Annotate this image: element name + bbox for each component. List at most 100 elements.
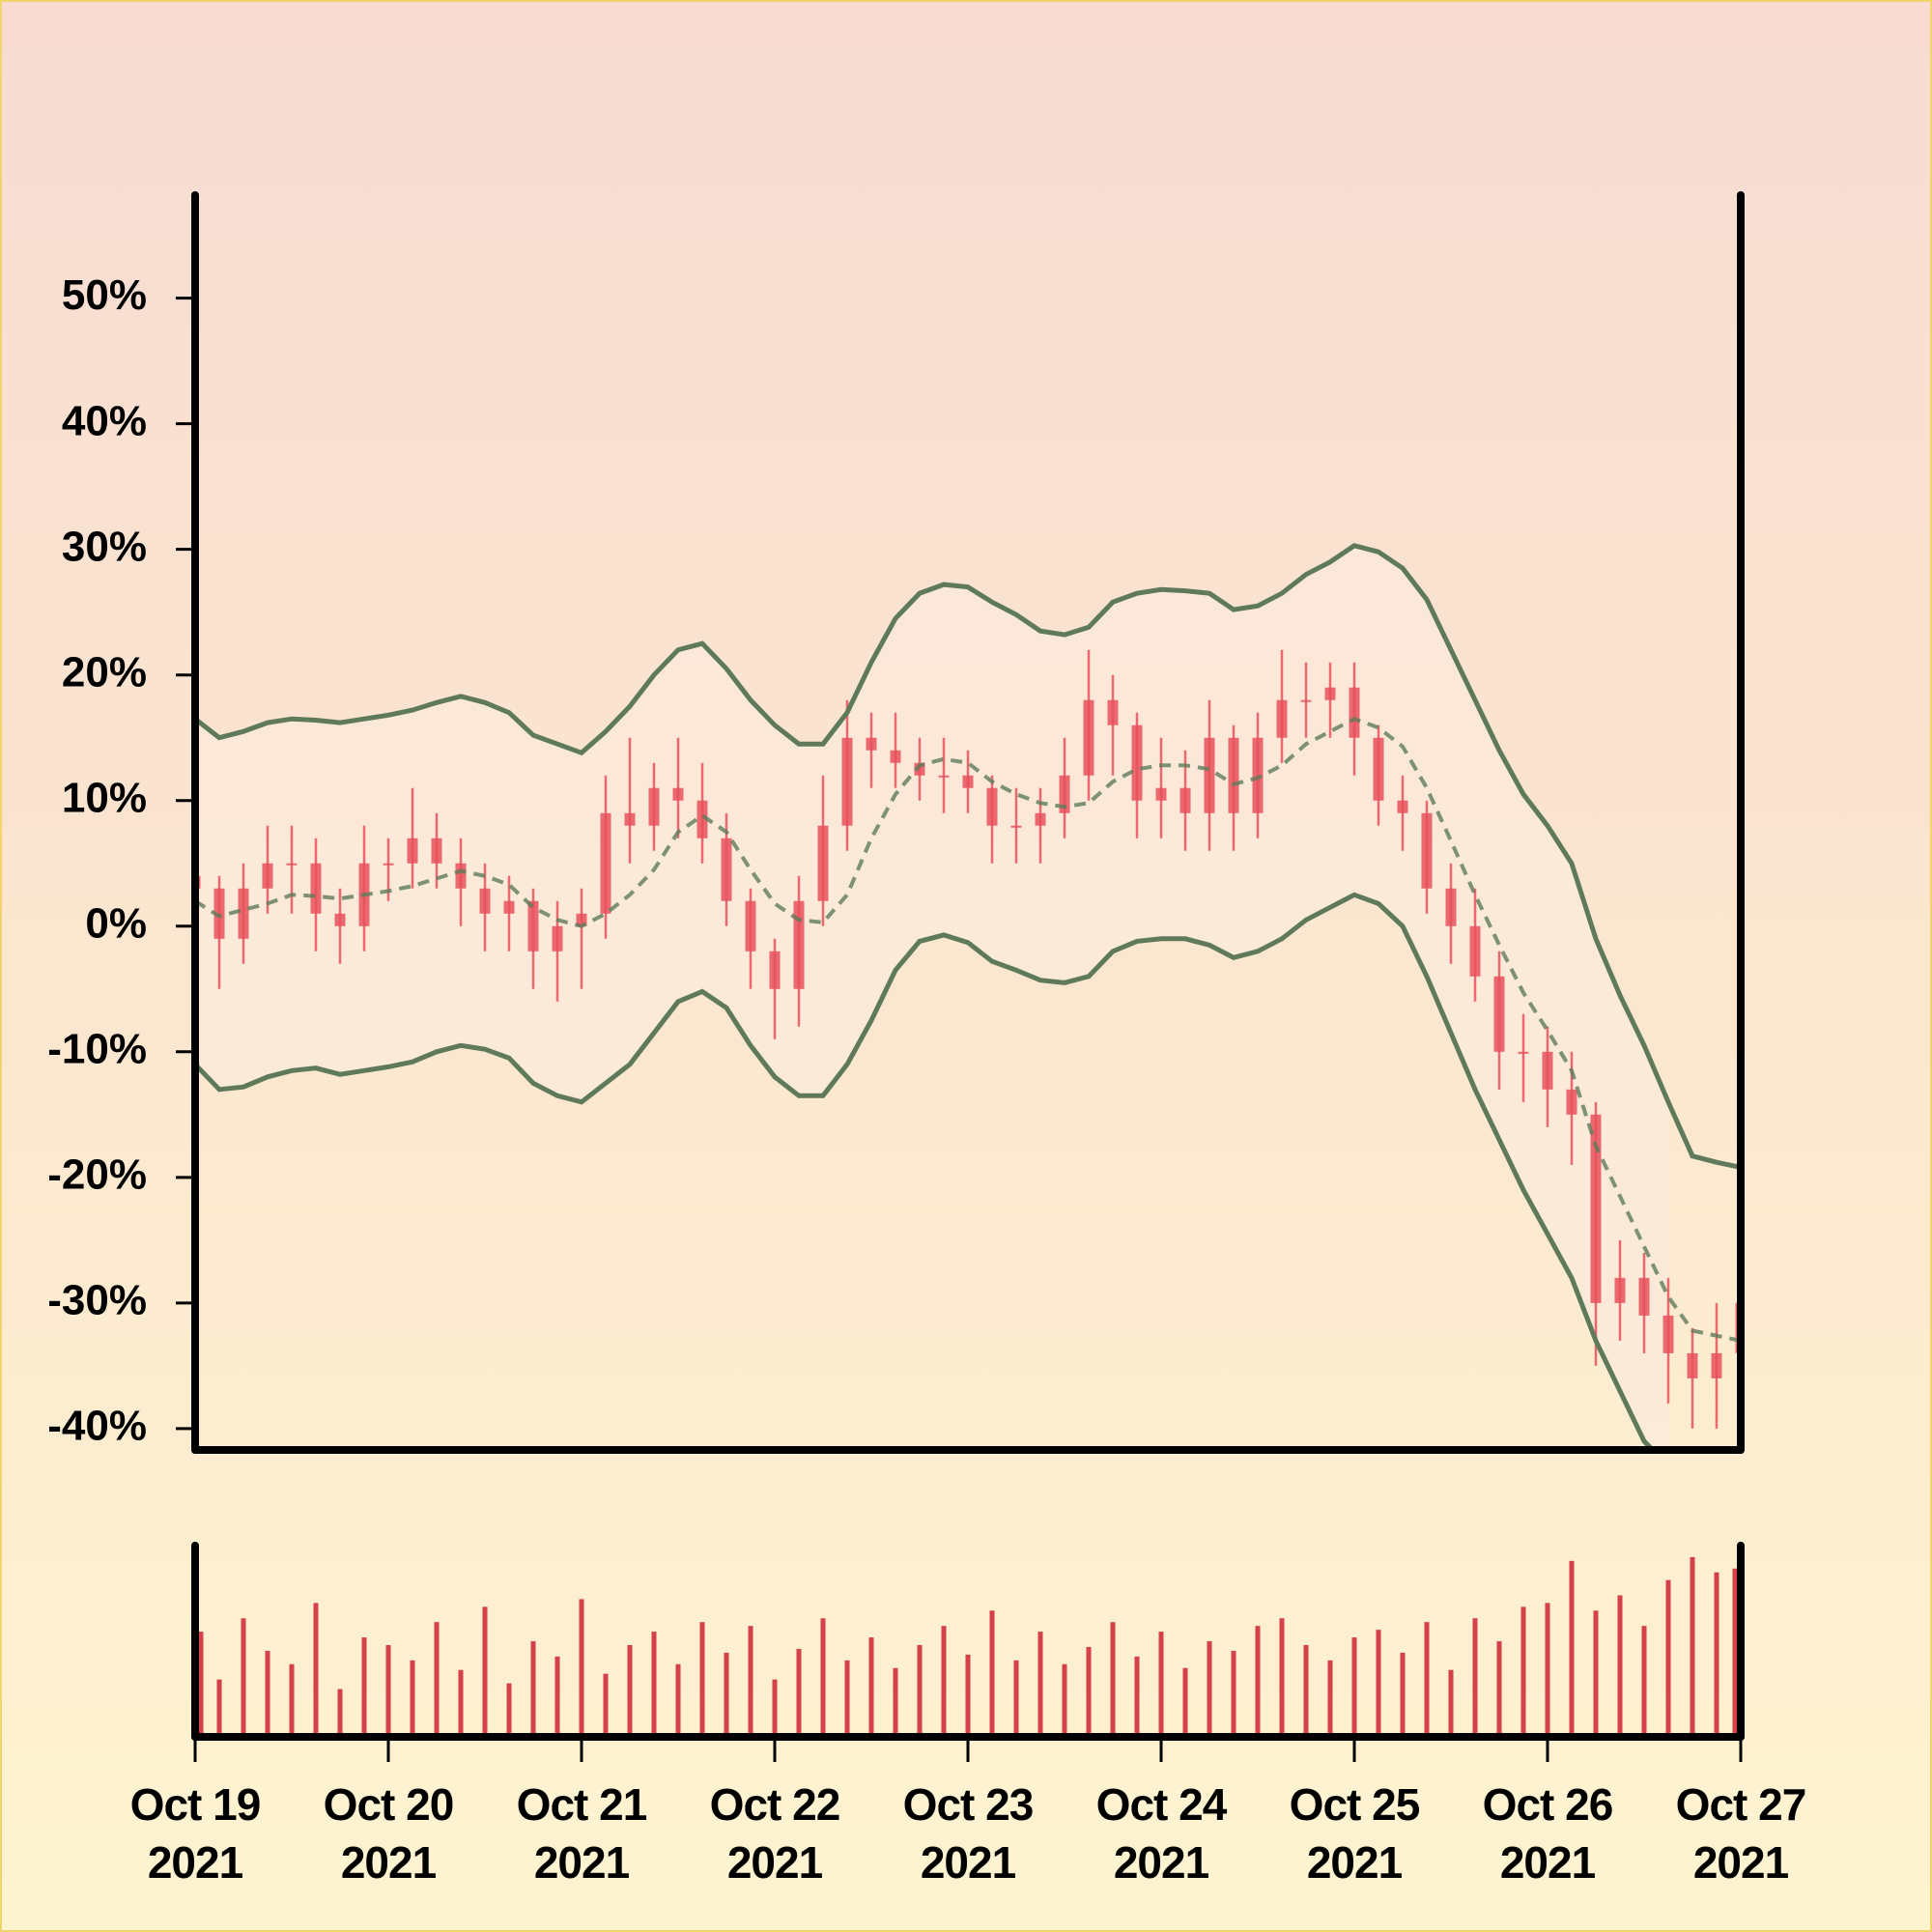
y-tick-label: 30% (62, 523, 147, 570)
candle-body (1131, 724, 1143, 801)
y-tick-label: 50% (62, 271, 147, 319)
candle-body (793, 900, 805, 989)
x-tick-label: Oct 20 2021 (323, 1779, 455, 1888)
candle-body (914, 762, 925, 776)
candle-body (1300, 699, 1312, 702)
candle-body (986, 787, 998, 826)
volume-bar (627, 1644, 633, 1737)
candle-body (238, 888, 249, 939)
volume-bar (1013, 1660, 1019, 1737)
volume-bar (1086, 1646, 1092, 1737)
x-tick-label: Oct 27 2021 (1675, 1779, 1807, 1888)
volume-bar (1400, 1652, 1406, 1737)
candle-body (696, 800, 708, 838)
candle-body (503, 900, 515, 914)
volume-bar (1617, 1595, 1623, 1737)
volume-bar (917, 1644, 923, 1737)
volume-bar (1569, 1560, 1575, 1737)
candle-body (600, 812, 611, 914)
candle-body (1373, 737, 1384, 801)
volume-bar (772, 1679, 778, 1737)
candle-body (455, 863, 467, 889)
volume-bar (1134, 1656, 1140, 1737)
x-tick-label: Oct 19 2021 (129, 1779, 262, 1888)
volume-bar (1303, 1644, 1309, 1737)
candle-body (817, 825, 829, 901)
volume-bar (1182, 1667, 1188, 1737)
volume-bar (941, 1626, 947, 1737)
candle-body (1638, 1277, 1650, 1316)
candle-body (1421, 812, 1433, 889)
x-tick-label: Oct 21 2021 (516, 1779, 648, 1888)
candle-body (310, 863, 322, 914)
volume-bar (1593, 1610, 1599, 1737)
candle-body (1687, 1352, 1698, 1378)
volume-bar (1545, 1603, 1550, 1737)
candle-body (286, 863, 298, 866)
volume-bar (506, 1683, 512, 1737)
candle-body (1493, 976, 1505, 1052)
volume-bar (675, 1663, 681, 1737)
volume-bar (1158, 1632, 1164, 1737)
volume-bar (1496, 1641, 1502, 1737)
candle-body (1590, 1114, 1602, 1303)
candle-body (1542, 1051, 1553, 1090)
candle-body (576, 913, 587, 926)
candle-body (1059, 775, 1070, 813)
candle-body (1614, 1277, 1626, 1303)
volume-bar (1424, 1622, 1430, 1737)
candle-body (1010, 825, 1022, 828)
volume-bar (1207, 1641, 1212, 1737)
volume-bar (1732, 1568, 1738, 1737)
candle-body (431, 838, 442, 864)
candle-body (262, 863, 273, 889)
volume-bar (554, 1656, 560, 1737)
candle-body (1518, 1051, 1529, 1054)
candle-body (890, 750, 901, 763)
candle-body (938, 775, 950, 778)
candle-body (1035, 812, 1046, 826)
candle-body (866, 737, 877, 751)
volume-bar (198, 1632, 204, 1737)
volume-bar (1279, 1618, 1285, 1737)
volume-bar (1351, 1637, 1357, 1737)
candle-body (407, 838, 418, 864)
volume-bar (241, 1618, 246, 1737)
volume-bar (216, 1679, 222, 1737)
candle-body (745, 900, 756, 952)
volume-bar (603, 1673, 609, 1737)
candle-body (1445, 888, 1457, 926)
candle-body (841, 737, 853, 826)
candle-body (1107, 699, 1119, 725)
volume-bar (265, 1650, 270, 1737)
volume-bar (868, 1637, 874, 1737)
volume-bar (796, 1648, 802, 1737)
candle-body (1228, 737, 1239, 813)
candle-body (527, 900, 539, 952)
candle-body (769, 951, 781, 989)
volume-bar (1641, 1626, 1647, 1737)
volume-bar (1690, 1556, 1695, 1737)
y-tick-label: 40% (62, 397, 147, 444)
band-upper (195, 543, 1741, 1170)
volume-bar (651, 1632, 657, 1737)
x-tick-label: Oct 26 2021 (1482, 1779, 1614, 1888)
candle-body (552, 925, 563, 952)
candle-body (624, 812, 636, 826)
candle-body (479, 888, 491, 914)
y-tick-label: 0% (85, 899, 147, 947)
volume-bar (820, 1618, 826, 1737)
x-tick-label: Oct 24 2021 (1095, 1779, 1228, 1888)
candle-body (1252, 737, 1264, 813)
volume-bar (893, 1667, 898, 1737)
candle-body (1204, 737, 1215, 813)
volume-bar (579, 1599, 584, 1737)
candle-body (1711, 1352, 1722, 1378)
volume-bar (1448, 1669, 1454, 1737)
volume-bar (482, 1606, 488, 1737)
volume-bar (1472, 1618, 1478, 1737)
volume-bar (844, 1660, 850, 1737)
volume-bar (1231, 1650, 1236, 1737)
